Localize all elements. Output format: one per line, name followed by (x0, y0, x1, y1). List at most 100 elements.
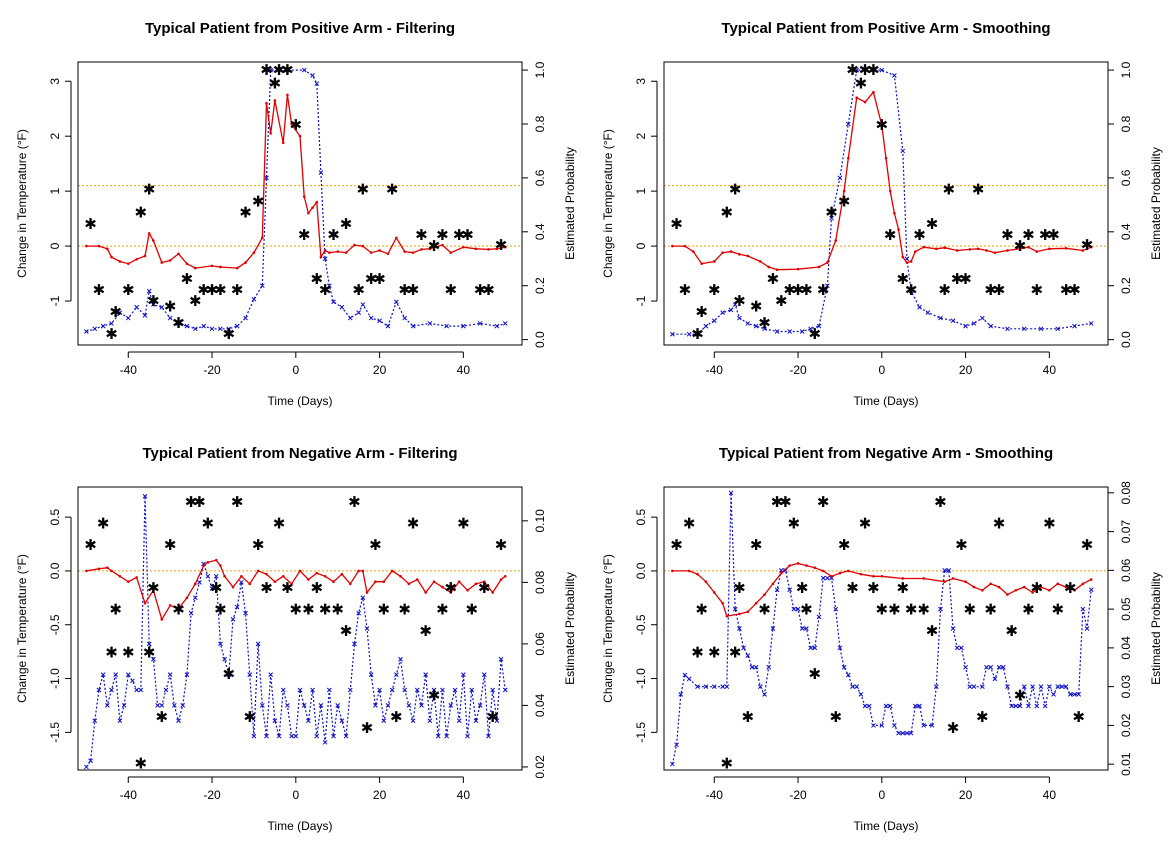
probability-point (728, 490, 734, 496)
probability-point (347, 687, 353, 693)
probability-point (494, 718, 500, 724)
temperature-point (206, 561, 210, 564)
probability-point (774, 329, 780, 334)
observation-point: ✱ (109, 601, 122, 619)
probability-point (984, 664, 989, 670)
probability-point (264, 175, 269, 181)
probability-point (795, 606, 801, 612)
probability-point (360, 302, 366, 307)
probability-point (703, 323, 709, 329)
probability-point (720, 684, 725, 690)
observation-point: ✱ (482, 281, 495, 299)
probability-point (883, 703, 889, 709)
x-tick-label: -20 (789, 788, 807, 802)
observation-point: ✱ (457, 515, 470, 533)
temperature-point (1048, 247, 1051, 251)
temperature-point (126, 580, 130, 583)
probability-point (297, 687, 303, 693)
temperature-point (1089, 245, 1093, 249)
x-tick-label: 0 (878, 788, 885, 802)
observation-point: ✱ (721, 754, 734, 772)
temperature-point (85, 244, 88, 248)
probability-point (787, 587, 793, 593)
temperature-point (244, 261, 247, 264)
probability-point (1067, 692, 1073, 697)
probability-point (100, 323, 106, 329)
probability-point (486, 733, 491, 739)
observation-point: ✱ (239, 203, 252, 221)
temperature-point (746, 610, 750, 614)
observation-point: ✱ (164, 536, 177, 554)
y2-tick-label: 0.06 (533, 632, 547, 656)
probability-point (674, 742, 679, 748)
temperature-point (847, 156, 850, 160)
temperature-point (319, 255, 323, 259)
probability-point (234, 323, 240, 329)
probability-point (686, 331, 692, 337)
observation-point: ✱ (231, 281, 244, 299)
probability-point (971, 684, 977, 690)
observation-point: ✱ (331, 601, 344, 619)
probability-point (461, 672, 466, 677)
probability-point (121, 703, 127, 708)
temperature-point (365, 591, 369, 594)
observation-point: ✱ (105, 325, 118, 343)
observation-point: ✱ (135, 754, 148, 772)
temperature-point (775, 268, 779, 272)
temperature-point (700, 262, 703, 265)
temperature-point (298, 569, 302, 573)
probability-point (979, 315, 985, 321)
probability-point (1051, 692, 1056, 697)
x-axis-label: Time (Days) (854, 819, 919, 833)
x-tick-label: 20 (373, 788, 387, 802)
y2-tick-label: 0.0 (1119, 331, 1133, 348)
y-axis-left: -1.5 -1.0 -0.5 0.0 0.5 (634, 508, 658, 743)
y2-tick-label: 0.8 (1119, 115, 1133, 132)
probability-point (933, 684, 939, 690)
probability-point (862, 703, 868, 709)
probability-point (322, 739, 328, 745)
temperature-point (269, 132, 272, 135)
observation-point: ✱ (486, 708, 499, 726)
temperature-point (432, 580, 436, 583)
probability-point (1055, 326, 1061, 332)
probability-point (251, 296, 257, 302)
probability-point (218, 641, 223, 647)
probability-point (925, 310, 931, 316)
observation-point: ✱ (859, 515, 872, 533)
y-tick-label: 0.0 (634, 562, 648, 579)
probability-point (745, 321, 751, 326)
observation-point: ✱ (122, 281, 135, 299)
temperature-point (712, 591, 716, 594)
observation-point: ✱ (1051, 601, 1064, 619)
temperature-point (219, 265, 222, 269)
observation-point: ✱ (386, 180, 399, 198)
y-tick-label: 3 (48, 78, 62, 85)
probability-line (671, 492, 1092, 765)
temperature-point (729, 250, 733, 253)
probability-point (431, 687, 437, 693)
probability-point (356, 610, 361, 616)
temperature-point (273, 580, 277, 583)
probability-point (678, 692, 684, 697)
y2-tick-label: 0.08 (533, 570, 547, 594)
probability-point (1072, 692, 1077, 697)
temperature-point (771, 582, 775, 586)
probability-point (963, 664, 968, 670)
probability-point (988, 664, 994, 670)
probability-point (268, 67, 274, 73)
x-tick-label: 20 (959, 363, 973, 377)
probability-point (444, 323, 449, 329)
temperature-point (378, 249, 381, 252)
probability-point (770, 626, 776, 631)
y-tick-label: 0.5 (48, 508, 62, 525)
temperature-point (311, 206, 314, 209)
x-tick-label: -40 (706, 788, 724, 802)
observation-point: ✱ (955, 536, 968, 554)
temperature-point (901, 255, 905, 259)
x-tick-label: -40 (120, 788, 138, 802)
temperature-point (420, 248, 423, 251)
observation-point: ✱ (993, 515, 1006, 533)
probability-point (820, 575, 826, 581)
probability-point (226, 326, 232, 332)
